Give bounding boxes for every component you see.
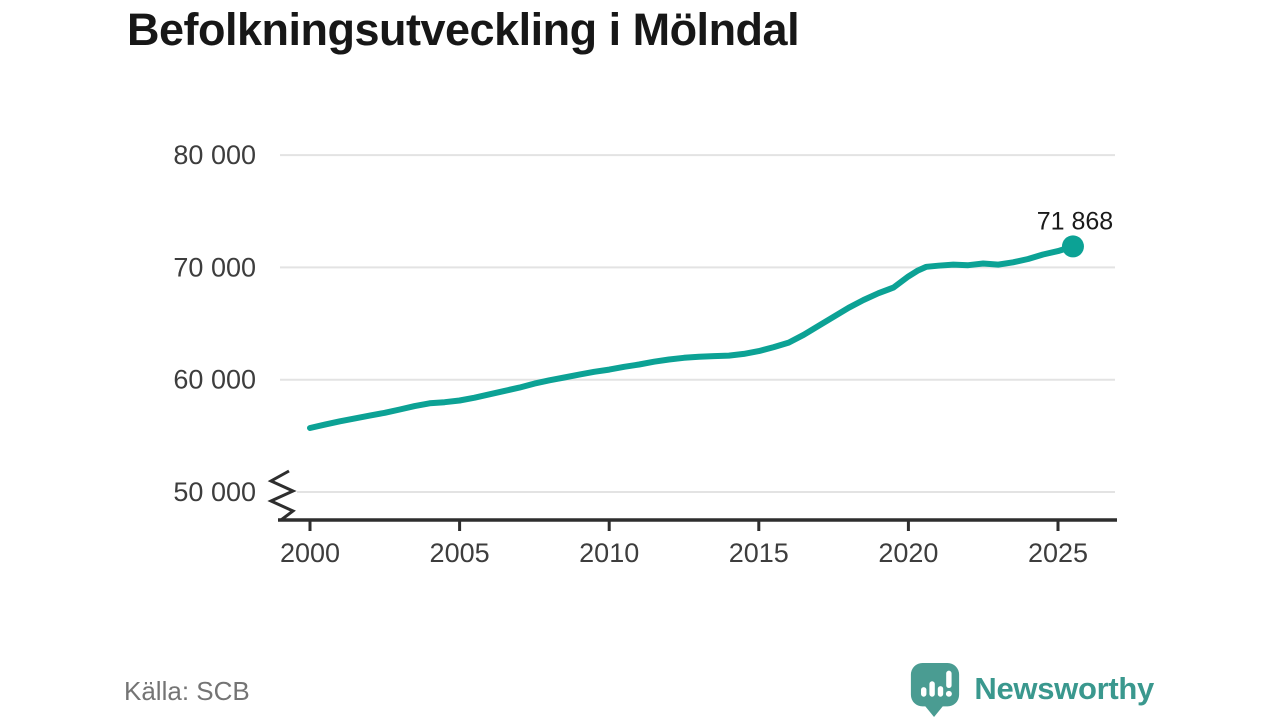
newsworthy-bubble-chart-icon xyxy=(911,662,960,717)
x-tick-label: 2020 xyxy=(878,538,938,568)
newsworthy-brand-text: Newsworthy xyxy=(974,671,1154,706)
x-tick-label: 2025 xyxy=(1028,538,1088,568)
newsworthy-logo: Newsworthy xyxy=(908,660,1154,718)
population-line xyxy=(307,243,1076,431)
y-tick-label: 60 000 xyxy=(173,365,256,395)
latest-value-dot xyxy=(1061,235,1084,258)
y-axis-break-icon xyxy=(267,469,297,522)
x-tick-label: 2000 xyxy=(280,538,340,568)
source-label: Källa: SCB xyxy=(124,676,250,706)
x-tick-label: 2015 xyxy=(729,538,789,568)
x-tick-label: 2010 xyxy=(579,538,639,568)
latest-value-label: 71 868 xyxy=(1037,207,1113,235)
x-tick-label: 2005 xyxy=(430,538,490,568)
y-tick-label: 80 000 xyxy=(173,140,256,170)
y-tick-label: 50 000 xyxy=(173,477,256,507)
y-tick-label: 70 000 xyxy=(173,252,256,282)
chart-title: Befolkningsutveckling i Mölndal xyxy=(127,4,800,55)
